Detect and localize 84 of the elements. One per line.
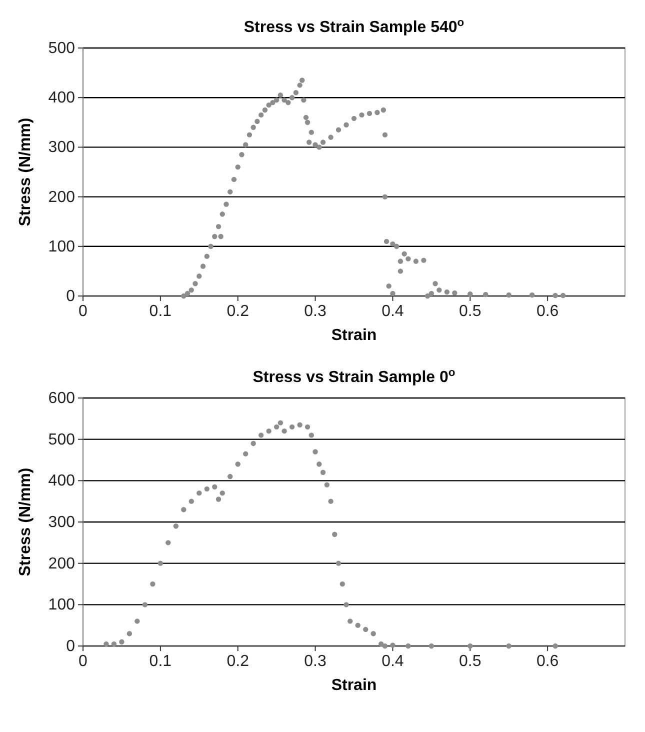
x-tick-label: 0.3	[304, 303, 327, 320]
point	[308, 432, 314, 438]
point	[363, 626, 368, 632]
y-tick-label: 500	[48, 40, 76, 57]
x-tick-label: 0.1	[149, 303, 172, 320]
point	[104, 641, 109, 647]
point	[312, 449, 318, 454]
point	[111, 641, 117, 647]
y-tick-label: 0	[66, 638, 76, 655]
x-tick-label: 0.2	[226, 303, 250, 320]
point	[506, 643, 512, 649]
y-tick-label: 0	[66, 288, 76, 305]
point	[158, 560, 164, 566]
x-axis-title: Strain	[331, 677, 377, 694]
point	[173, 524, 179, 529]
y-tick-label: 100	[48, 596, 76, 614]
point	[142, 602, 148, 608]
x-axis-title: Strain	[331, 327, 377, 344]
y-tick-label: 500	[48, 431, 76, 448]
y-tick-label: 200	[48, 555, 76, 572]
x-tick-label: 0.3	[304, 653, 327, 670]
point	[134, 618, 140, 624]
x-tick-label: 0.6	[536, 303, 559, 320]
point	[150, 581, 156, 587]
point	[258, 432, 264, 438]
x-tick-label: 0.2	[226, 653, 250, 670]
point	[328, 498, 334, 504]
x-tick-label: 0.4	[382, 653, 404, 670]
point	[428, 643, 434, 649]
point	[406, 643, 411, 649]
point	[212, 484, 218, 490]
point	[235, 462, 240, 467]
point	[340, 581, 345, 587]
point	[390, 642, 396, 648]
y-tick-label: 200	[48, 188, 76, 206]
point	[282, 428, 287, 434]
x-tick-label: 0.6	[536, 653, 559, 670]
y-axis-title: Stress (N/mm)	[17, 118, 34, 226]
point	[126, 631, 132, 636]
x-tick-label: 0	[78, 653, 88, 670]
point	[468, 643, 473, 649]
point	[181, 507, 186, 512]
x-tick-label: 0	[78, 303, 88, 320]
point	[196, 490, 202, 496]
point	[382, 643, 388, 649]
x-tick-label: 0.4	[382, 303, 404, 320]
point	[216, 496, 222, 502]
point	[316, 462, 322, 467]
y-tick-label: 400	[48, 90, 76, 107]
point	[348, 618, 353, 624]
y-tick-label: 100	[48, 238, 76, 256]
point	[552, 643, 558, 649]
x-tick-label: 0.1	[149, 653, 172, 670]
point	[297, 422, 302, 428]
y-tick-label: 300	[48, 139, 76, 156]
point	[336, 560, 342, 566]
x-tick-label: 0.5	[459, 303, 482, 320]
point	[204, 486, 210, 492]
point	[119, 639, 124, 644]
point	[266, 428, 272, 434]
point	[324, 482, 330, 488]
chart-title: Stress vs Strain Sample 0$^{o}$	[252, 367, 456, 386]
point	[243, 451, 248, 456]
y-axis-title: Stress (N/mm)	[17, 468, 34, 576]
y-tick-label: 600	[48, 390, 76, 407]
point	[332, 532, 338, 537]
point	[344, 602, 349, 608]
point	[188, 498, 194, 504]
point	[220, 490, 225, 496]
point	[166, 540, 171, 546]
point	[289, 424, 295, 430]
point	[278, 420, 284, 426]
point	[370, 631, 376, 636]
y-tick-label: 300	[48, 514, 76, 531]
point	[274, 424, 280, 430]
y-tick-label: 400	[48, 472, 76, 490]
point	[304, 424, 310, 430]
point	[228, 474, 233, 480]
x-tick-label: 0.5	[459, 653, 482, 670]
point	[378, 641, 384, 647]
point	[320, 470, 326, 475]
point	[250, 440, 256, 446]
point	[355, 622, 360, 628]
chart-title: Stress vs Strain Sample 540$^{o}$	[244, 17, 464, 36]
